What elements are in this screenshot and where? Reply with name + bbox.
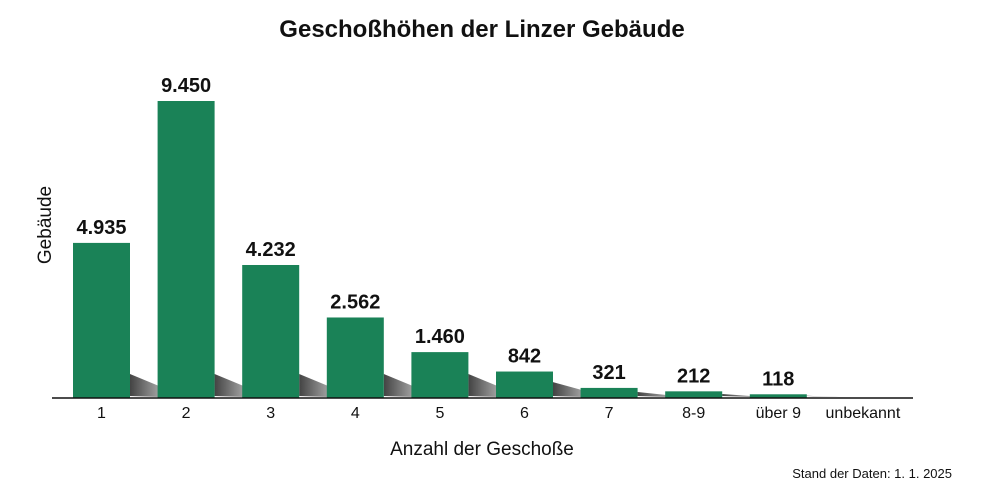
bar-1 bbox=[73, 242, 130, 398]
x-tick-label: 6 bbox=[520, 405, 529, 422]
bar-shadow bbox=[468, 374, 527, 398]
x-tick-label: über 9 bbox=[756, 405, 801, 422]
data-label: 4.232 bbox=[246, 239, 296, 261]
bar-2 bbox=[157, 101, 215, 398]
bar-8-9 bbox=[665, 391, 723, 398]
data-date-footnote: Stand der Daten: 1. 1. 2025 bbox=[792, 466, 952, 481]
x-tick-label: unbekannt bbox=[826, 405, 901, 422]
x-tick-label: 3 bbox=[266, 405, 275, 422]
bar-über-9 bbox=[749, 394, 807, 398]
bars-group bbox=[73, 101, 807, 398]
data-label: 1.460 bbox=[415, 326, 465, 348]
data-label: 9.450 bbox=[161, 75, 211, 97]
data-labels: 4.935 9.450 4.232 2.562 1.460 842 321 212 118 bbox=[76, 75, 794, 390]
bar-5 bbox=[411, 352, 469, 398]
bar-6 bbox=[496, 371, 553, 398]
bar-7 bbox=[580, 387, 638, 398]
data-label: 4.935 bbox=[76, 217, 126, 239]
data-label: 2.562 bbox=[330, 291, 380, 313]
x-tick-label: 1 bbox=[97, 405, 106, 422]
x-axis-label: Anzahl der Geschoße bbox=[390, 439, 574, 460]
x-tick-label: 2 bbox=[182, 405, 191, 422]
data-label: 118 bbox=[762, 368, 794, 390]
x-tick-label: 7 bbox=[605, 405, 614, 422]
x-tick-label: 8-9 bbox=[682, 405, 705, 422]
y-axis-label: Gebäude bbox=[35, 186, 56, 264]
data-label: 321 bbox=[592, 362, 625, 384]
x-tick-label: 5 bbox=[435, 405, 444, 422]
bar-4 bbox=[326, 317, 384, 398]
data-label: 212 bbox=[677, 365, 710, 387]
chart-title: Geschoßhöhen der Linzer Gebäude bbox=[279, 16, 684, 43]
bar-3 bbox=[242, 264, 300, 398]
x-tick-label: 4 bbox=[351, 405, 360, 422]
x-tick-labels: 1 2 3 4 5 6 7 8-9 über 9 unbekannt bbox=[97, 405, 901, 422]
data-label: 842 bbox=[508, 346, 541, 368]
